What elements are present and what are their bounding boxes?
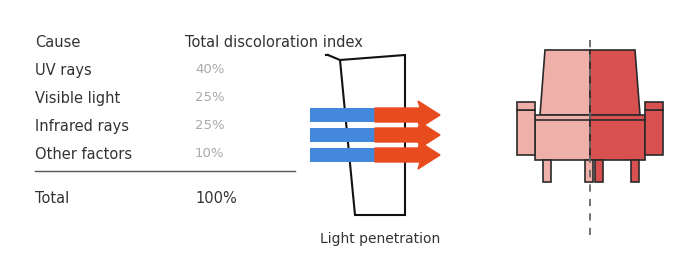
Polygon shape bbox=[585, 160, 593, 182]
Polygon shape bbox=[631, 160, 639, 182]
FancyArrow shape bbox=[375, 101, 440, 129]
Polygon shape bbox=[517, 110, 535, 155]
Polygon shape bbox=[590, 115, 645, 160]
Text: Infrared rays: Infrared rays bbox=[35, 119, 129, 134]
Text: UV rays: UV rays bbox=[35, 63, 92, 78]
Polygon shape bbox=[540, 50, 590, 115]
Bar bbox=[310, 148, 375, 162]
FancyArrow shape bbox=[375, 121, 440, 149]
Text: 25%: 25% bbox=[195, 91, 225, 104]
Polygon shape bbox=[535, 115, 590, 160]
Polygon shape bbox=[595, 160, 603, 182]
Polygon shape bbox=[645, 110, 663, 155]
FancyArrow shape bbox=[375, 141, 440, 169]
Polygon shape bbox=[543, 160, 551, 182]
Bar bbox=[310, 108, 375, 122]
Text: 100%: 100% bbox=[195, 191, 237, 206]
Polygon shape bbox=[517, 102, 535, 110]
Text: Cause: Cause bbox=[35, 35, 80, 50]
Text: 40%: 40% bbox=[195, 63, 225, 76]
Text: 25%: 25% bbox=[195, 119, 225, 132]
Polygon shape bbox=[645, 102, 663, 110]
Text: Total: Total bbox=[35, 191, 69, 206]
Polygon shape bbox=[590, 50, 640, 115]
Text: 10%: 10% bbox=[195, 147, 225, 160]
Text: Other factors: Other factors bbox=[35, 147, 132, 162]
Text: Total discoloration index: Total discoloration index bbox=[185, 35, 363, 50]
Text: Visible light: Visible light bbox=[35, 91, 120, 106]
Bar bbox=[310, 128, 375, 142]
Text: Light penetration: Light penetration bbox=[320, 232, 440, 246]
